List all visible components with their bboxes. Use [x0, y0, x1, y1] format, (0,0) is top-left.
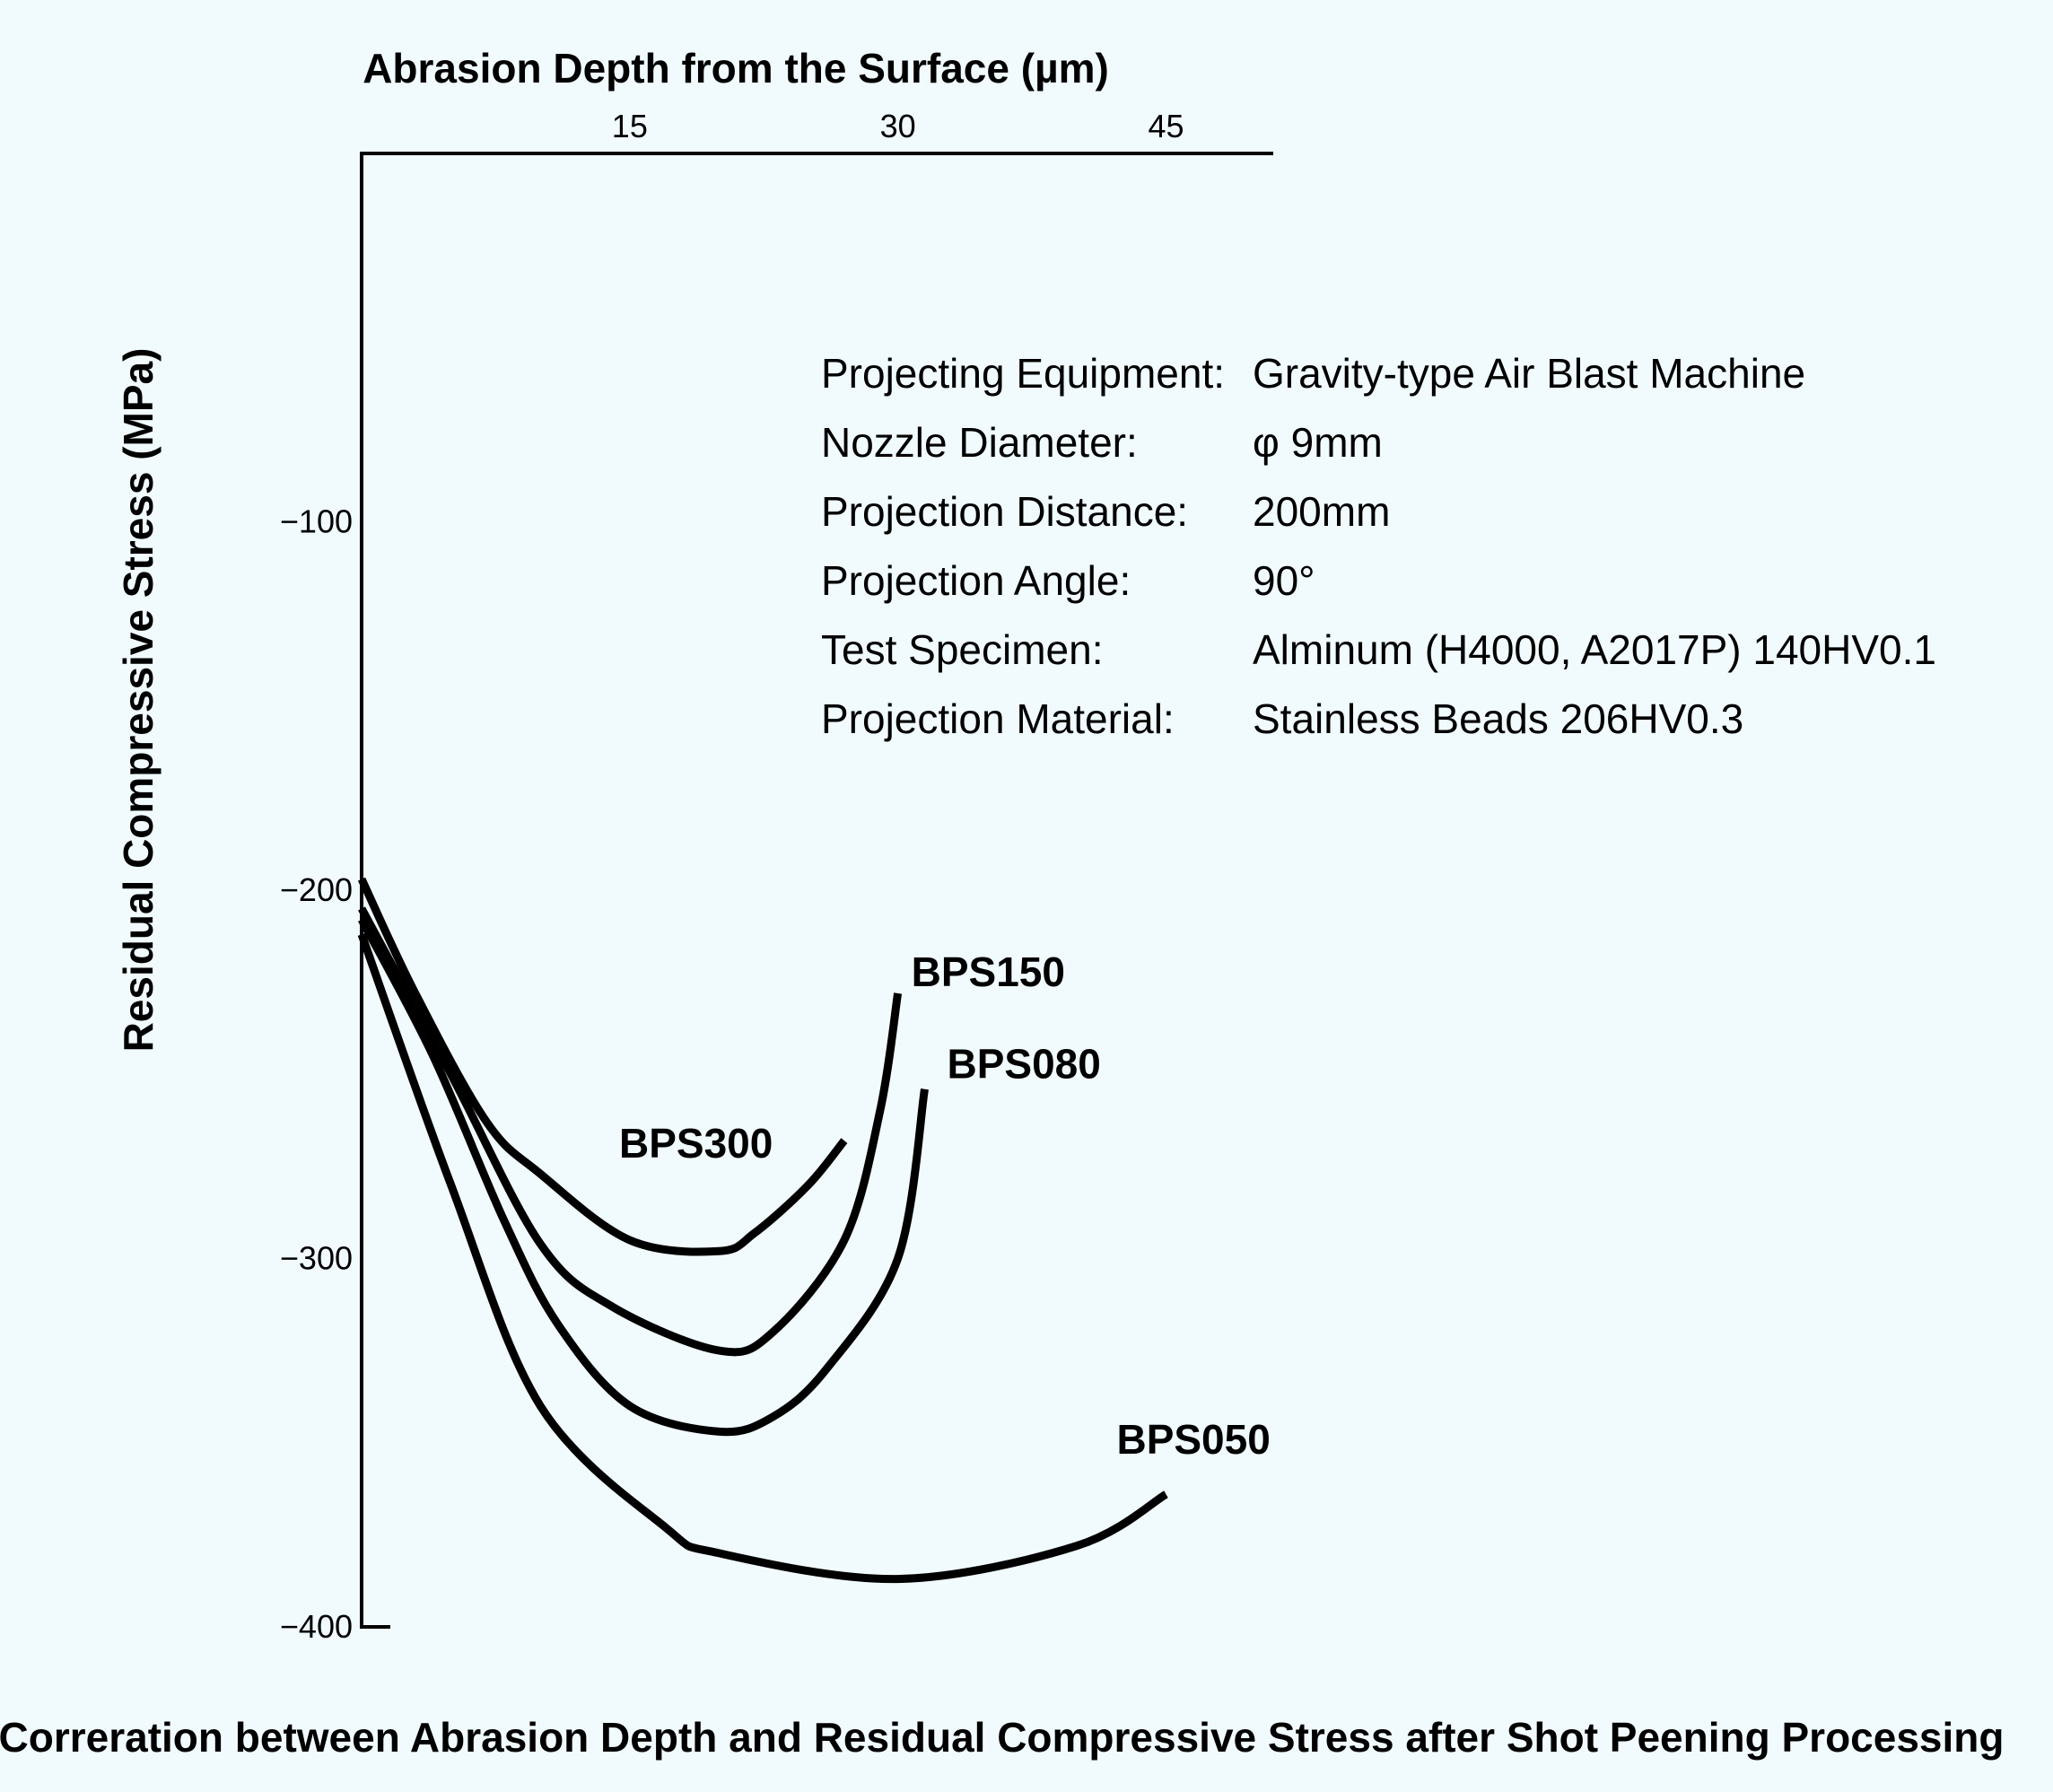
- info-value: φ 9mm: [1253, 419, 1383, 466]
- info-label: Nozzle Diameter:: [821, 419, 1138, 466]
- series-line-bps300: [357, 877, 848, 1256]
- x-axis-title: Abrasion Depth from the Surface (µm): [363, 45, 1109, 92]
- series-lines: [357, 877, 1168, 1584]
- y-tick-label: −300: [280, 1240, 353, 1277]
- x-tick-label: 30: [880, 108, 916, 144]
- x-axis-ticks: 15 30 45: [612, 108, 1184, 144]
- y-tick-label: −400: [280, 1608, 353, 1645]
- info-label: Test Specimen:: [821, 626, 1103, 673]
- info-value: Alminum (H4000, A2017P) 140HV0.1: [1253, 626, 1936, 673]
- info-box: Projecting Equipment: Gravity-type Air Bl…: [821, 350, 1936, 742]
- info-value: 90°: [1253, 557, 1315, 604]
- series-line-bps050: [357, 932, 1168, 1584]
- series-label-bps300: BPS300: [619, 1120, 773, 1167]
- series-line-bps150: [358, 906, 903, 1357]
- series-label-bps050: BPS050: [1116, 1416, 1270, 1463]
- info-value: Gravity-type Air Blast Machine: [1253, 350, 1805, 397]
- series-line-bps080: [358, 917, 929, 1437]
- x-tick-label: 45: [1148, 108, 1184, 144]
- series-label-bps150: BPS150: [912, 948, 1065, 995]
- series-label-bps080: BPS080: [948, 1041, 1101, 1088]
- info-value: 200mm: [1253, 488, 1390, 535]
- y-axis-ticks: −100 −200 −300 −400: [280, 503, 353, 1646]
- info-label: Projection Angle:: [821, 557, 1131, 604]
- y-axis-title: Residual Compressive Stress (MPa): [115, 348, 162, 1053]
- y-tick-label: −100: [280, 503, 353, 540]
- info-label: Projecting Equipment:: [821, 350, 1225, 397]
- info-value: Stainless Beads 206HV0.3: [1253, 695, 1743, 742]
- info-label: Projection Distance:: [821, 488, 1188, 535]
- info-label: Projection Material:: [821, 695, 1175, 742]
- x-tick-label: 15: [612, 108, 648, 144]
- y-tick-label: −200: [280, 871, 353, 908]
- series-labels: BPS300 BPS150 BPS080 BPS050: [619, 948, 1271, 1463]
- chart-caption: Correration between Abrasion Depth and R…: [0, 1714, 2004, 1761]
